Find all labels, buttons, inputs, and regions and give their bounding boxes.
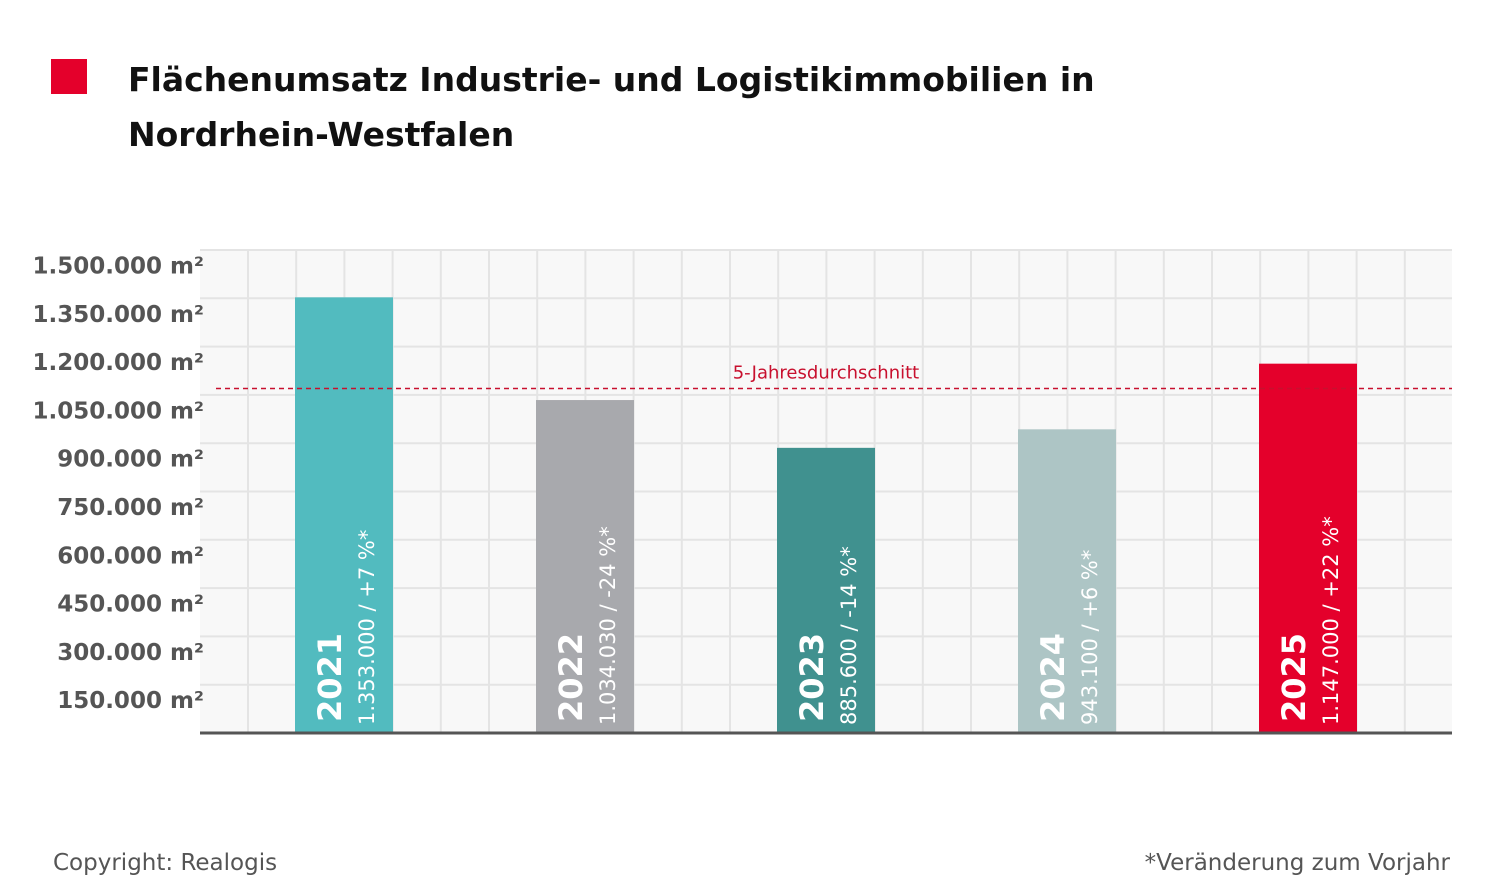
bar	[1259, 363, 1357, 733]
category-label: 2021	[311, 633, 349, 722]
y-tick-label: 1.500.000 m²	[32, 254, 204, 280]
source: Copyright: Realogis	[53, 850, 278, 876]
chart-title: Flächenumsatz Industrie- und Logistikimm…	[128, 60, 1095, 154]
y-tick-label: 1.050.000 m²	[32, 398, 204, 424]
y-tick-label: 450.000 m²	[57, 592, 204, 618]
y-tick-label: 1.200.000 m²	[32, 350, 204, 376]
reference-label: 5-Jahresdurchschnitt	[733, 362, 920, 383]
category-label: 2022	[552, 633, 590, 722]
value-label: 885.600 / -14 %*	[837, 546, 861, 725]
y-tick-label: 750.000 m²	[57, 495, 204, 521]
y-tick-label: 300.000 m²	[57, 640, 204, 666]
title-marker	[51, 59, 87, 94]
value-label: 943.100 / +6 %*	[1078, 550, 1102, 725]
y-tick-label: 150.000 m²	[57, 688, 204, 714]
y-tick-label: 1.350.000 m²	[32, 302, 204, 328]
footnote: *Veränderung zum Vorjahr	[1144, 850, 1450, 876]
bar	[295, 297, 393, 733]
category-label: 2025	[1275, 633, 1313, 722]
y-tick-label: 900.000 m²	[57, 447, 204, 473]
value-label: 1.147.000 / +22 %*	[1319, 516, 1343, 725]
bar	[536, 400, 634, 733]
bar	[1018, 429, 1116, 733]
category-label: 2024	[1034, 633, 1072, 722]
bar	[777, 447, 875, 733]
y-tick-label: 600.000 m²	[57, 543, 204, 569]
category-label: 2023	[793, 633, 831, 722]
value-label: 1.034.030 / -24 %*	[596, 526, 620, 725]
value-label: 1.353.000 / +7 %*	[355, 530, 379, 725]
